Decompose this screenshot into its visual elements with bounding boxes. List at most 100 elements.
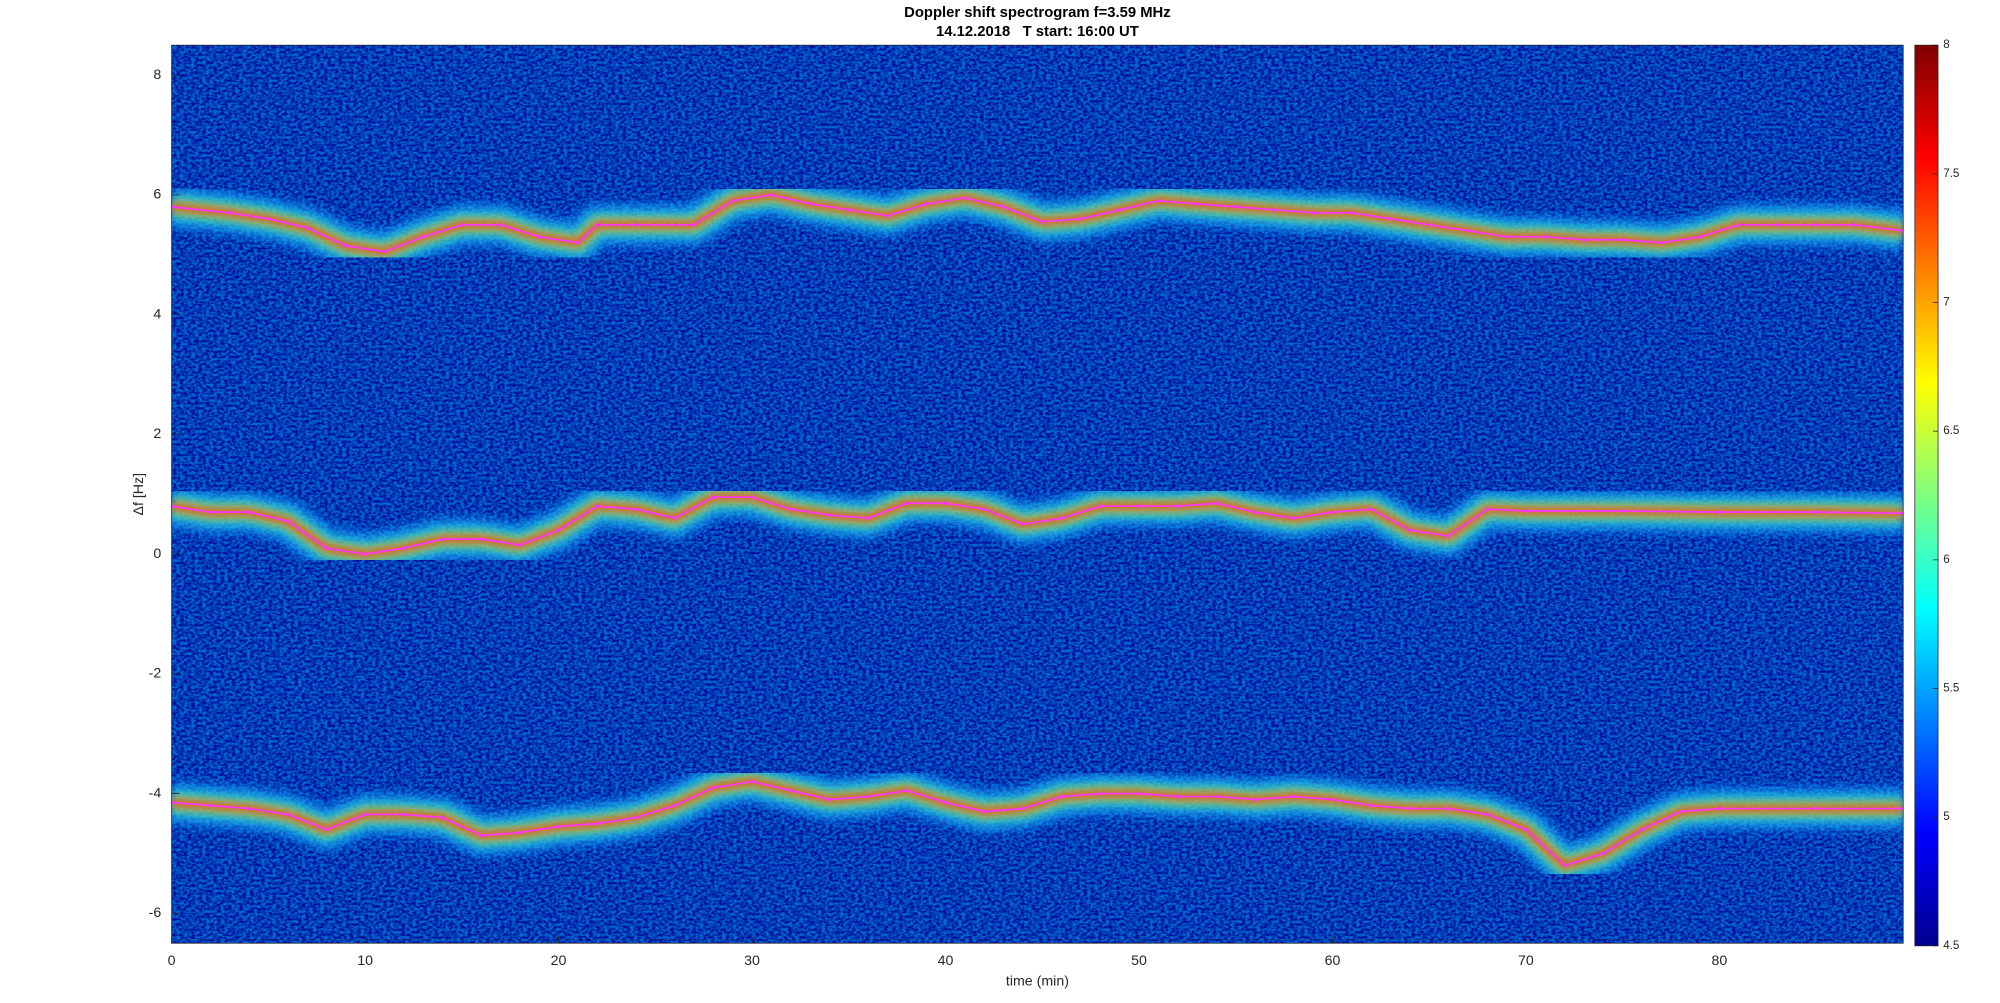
trace-point bbox=[672, 803, 677, 808]
y-tick-label: 8 bbox=[153, 67, 161, 83]
y-tick-label: 4 bbox=[153, 306, 161, 322]
trace-point bbox=[1582, 238, 1586, 242]
trace-point bbox=[208, 803, 212, 808]
trace-point bbox=[1446, 806, 1451, 811]
trace-point bbox=[1214, 794, 1219, 799]
trace-point bbox=[1466, 229, 1470, 233]
trace-point bbox=[1079, 217, 1083, 221]
trace-point bbox=[247, 806, 251, 811]
trace-point bbox=[1775, 223, 1780, 227]
trace-point bbox=[1292, 516, 1296, 520]
trace-point bbox=[1253, 510, 1257, 514]
trace-point bbox=[1311, 211, 1315, 215]
trace-point bbox=[227, 211, 232, 215]
trace-point bbox=[1253, 797, 1257, 802]
trace-point bbox=[1001, 205, 1006, 209]
trace-point bbox=[1717, 510, 1722, 514]
trace-point bbox=[1446, 534, 1451, 538]
colorbar-tick-label: 6.5 bbox=[1943, 424, 1959, 437]
trace-point bbox=[479, 537, 483, 541]
trace-point bbox=[1640, 827, 1644, 832]
trace-point bbox=[171, 504, 174, 508]
trace-point bbox=[402, 812, 406, 817]
trace-point bbox=[672, 516, 677, 520]
trace-point bbox=[692, 223, 696, 227]
trace-point bbox=[286, 519, 290, 523]
x-tick-label: 20 bbox=[551, 953, 567, 969]
trace-point bbox=[1350, 211, 1354, 215]
trace-point bbox=[1679, 809, 1683, 814]
trace-point bbox=[905, 501, 909, 505]
trace-point bbox=[750, 779, 754, 784]
trace-point bbox=[460, 223, 464, 227]
trace-point bbox=[1901, 511, 1904, 516]
trace-point bbox=[1601, 851, 1606, 856]
trace-point bbox=[924, 202, 928, 206]
trace-point bbox=[1427, 223, 1431, 227]
trace-point bbox=[1137, 504, 1141, 508]
trace-point bbox=[1137, 791, 1141, 796]
doppler-trace bbox=[171, 496, 1904, 555]
trace-point bbox=[827, 513, 832, 517]
y-tick-label: 0 bbox=[153, 546, 161, 562]
trace-point bbox=[634, 223, 638, 227]
trace-point bbox=[1504, 235, 1509, 239]
trace-point bbox=[963, 196, 967, 200]
trace-point bbox=[905, 788, 909, 793]
trace-point bbox=[576, 241, 580, 245]
trace-point bbox=[1021, 522, 1025, 526]
chart-title: Doppler shift spectrogram f=3.59 MHz bbox=[904, 5, 1171, 21]
trace-point bbox=[344, 244, 348, 248]
trace-point bbox=[1234, 205, 1238, 209]
trace-point bbox=[1853, 223, 1857, 227]
trace-point bbox=[479, 833, 483, 838]
x-tick-label: 70 bbox=[1518, 953, 1534, 969]
trace-point bbox=[324, 827, 329, 832]
x-tick-label: 50 bbox=[1131, 953, 1147, 969]
trace-point bbox=[711, 495, 716, 499]
trace-point bbox=[266, 217, 271, 221]
trace-point bbox=[421, 235, 425, 239]
trace-point bbox=[769, 193, 774, 197]
trace-point bbox=[1698, 235, 1702, 239]
trace-point bbox=[808, 202, 812, 206]
trace-point bbox=[943, 800, 948, 805]
colorbar-tick-label: 8 bbox=[1943, 38, 1949, 51]
trace-point bbox=[789, 507, 793, 511]
trace-point bbox=[1117, 208, 1122, 212]
trace-point bbox=[382, 250, 387, 254]
trace-point bbox=[1408, 806, 1412, 811]
y-tick-label: 6 bbox=[153, 187, 161, 203]
trace-point bbox=[1814, 806, 1818, 811]
trace-point bbox=[1737, 223, 1741, 227]
trace-point bbox=[595, 223, 599, 227]
trace-point bbox=[171, 205, 174, 209]
trace-point bbox=[866, 794, 870, 799]
trace-point bbox=[982, 507, 986, 511]
trace-point bbox=[1156, 199, 1161, 203]
trace-point bbox=[731, 199, 735, 203]
trace-point bbox=[789, 788, 793, 793]
trace-point bbox=[1524, 827, 1528, 832]
trace-point bbox=[595, 504, 599, 508]
trace-point bbox=[1176, 794, 1180, 799]
trace-point bbox=[1369, 507, 1373, 511]
trace-point bbox=[537, 235, 541, 239]
trace-point bbox=[1021, 806, 1025, 811]
colorbar-tick-label: 7.5 bbox=[1943, 167, 1959, 180]
x-axis-label: time (min) bbox=[1006, 974, 1069, 990]
colorbar-tick-label: 7 bbox=[1943, 296, 1949, 309]
trace-point bbox=[324, 546, 329, 550]
trace-point bbox=[1388, 217, 1393, 221]
trace-point bbox=[634, 815, 638, 820]
trace-point bbox=[1814, 510, 1818, 514]
trace-point bbox=[1369, 803, 1373, 808]
trace-point bbox=[1485, 812, 1489, 817]
trace-point bbox=[171, 800, 174, 805]
trace-point bbox=[634, 507, 638, 511]
x-tick-label: 10 bbox=[357, 953, 373, 969]
trace-point bbox=[305, 226, 309, 230]
trace-point bbox=[498, 223, 503, 227]
trace-point bbox=[208, 510, 212, 514]
